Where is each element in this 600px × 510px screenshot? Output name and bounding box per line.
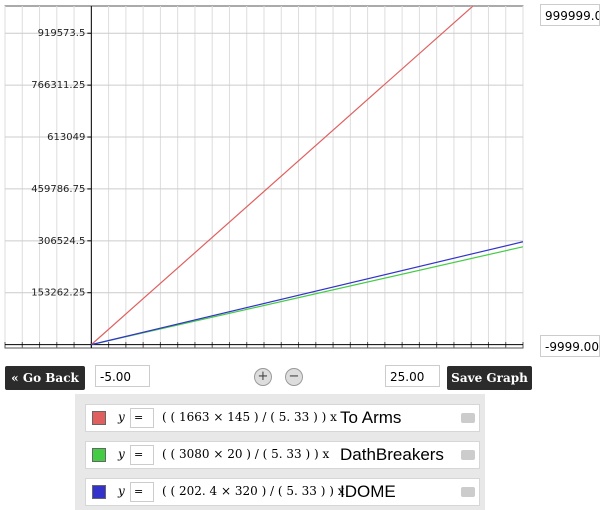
delete-button[interactable] bbox=[461, 450, 475, 460]
series-line bbox=[91, 241, 523, 346]
legend-label: IDOME bbox=[340, 482, 396, 501]
y-tick-label: 919573.5 bbox=[38, 28, 86, 39]
y-tick-label: 306524.5 bbox=[38, 236, 86, 247]
legend-label: To Arms bbox=[340, 408, 402, 427]
x-max-input[interactable]: 25.00 bbox=[385, 365, 440, 387]
expression[interactable]: ( ( 3080 × 20 ) / ( 5. 33 ) ) x bbox=[162, 447, 330, 461]
equation-panel: y = ( ( 1663 × 145 ) / ( 5. 33 ) ) x To Arm… bbox=[75, 394, 485, 510]
color-swatch[interactable] bbox=[92, 485, 106, 499]
delete-button[interactable] bbox=[461, 413, 475, 423]
x-min-input[interactable]: -5.00 bbox=[95, 365, 150, 387]
back-button[interactable]: « Go Back bbox=[5, 366, 85, 390]
zoom-out[interactable]: − bbox=[285, 368, 303, 386]
operator-select[interactable]: = bbox=[130, 445, 154, 465]
y-tick-label: 613049 bbox=[47, 132, 85, 143]
y-tick-label: 153262.25 bbox=[31, 288, 85, 299]
operator-select[interactable]: = bbox=[130, 482, 154, 502]
operator-select[interactable]: = bbox=[130, 408, 154, 428]
legend-label: DathBreakers bbox=[340, 445, 444, 464]
y-min-input[interactable]: -9999.00 bbox=[540, 335, 600, 357]
expression[interactable]: ( ( 1663 × 145 ) / ( 5. 33 ) ) x bbox=[162, 410, 337, 424]
color-swatch[interactable] bbox=[92, 411, 106, 425]
series-line bbox=[90, 6, 474, 346]
save-button[interactable]: Save Graph bbox=[447, 366, 532, 390]
y-tick-label: 766311.25 bbox=[31, 80, 85, 91]
graph: 153262.25 306524.5 459786.75 613049 766311.2… bbox=[4, 5, 524, 349]
y-tick-label: 459786.75 bbox=[31, 184, 85, 195]
series-line bbox=[91, 246, 523, 346]
y-max-input[interactable]: 999999.0 bbox=[540, 4, 600, 26]
expression[interactable]: ( ( 202. 4 × 320 ) / ( 5. 33 ) ) x bbox=[162, 484, 345, 498]
variable: y bbox=[118, 484, 125, 498]
equation-row: y = ( ( 1663 × 145 ) / ( 5. 33 ) ) x To Arm… bbox=[85, 404, 480, 432]
zoom-in[interactable]: + bbox=[254, 368, 272, 386]
equation-row: y = ( ( 3080 × 20 ) / ( 5. 33 ) ) x DathBre… bbox=[85, 441, 480, 469]
equation-row: y = ( ( 202. 4 × 320 ) / ( 5. 33 ) ) x IDOM… bbox=[85, 478, 480, 506]
variable: y bbox=[118, 447, 125, 461]
variable: y bbox=[118, 410, 125, 424]
color-swatch[interactable] bbox=[92, 448, 106, 462]
delete-button[interactable] bbox=[461, 487, 475, 497]
